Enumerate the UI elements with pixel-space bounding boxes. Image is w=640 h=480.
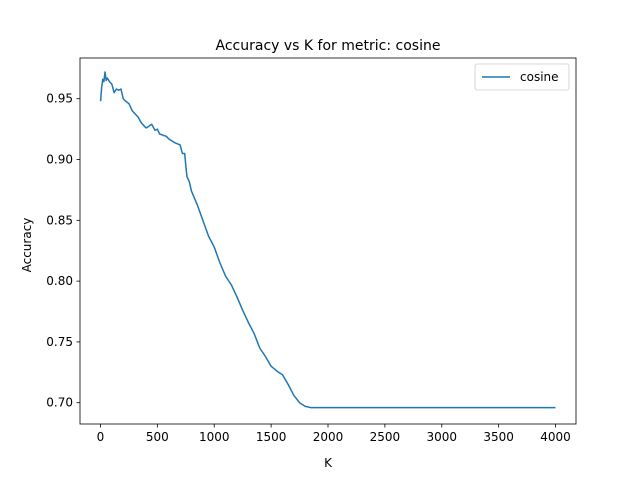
x-tick-label: 500 xyxy=(146,430,169,444)
x-tick-label: 3500 xyxy=(483,430,514,444)
x-tick-label: 2500 xyxy=(370,430,401,444)
x-tick-label: 1500 xyxy=(256,430,287,444)
x-axis-title: K xyxy=(324,456,333,470)
y-tick-label: 0.80 xyxy=(46,274,73,288)
x-tick-label: 3000 xyxy=(426,430,457,444)
y-tick-label: 0.95 xyxy=(46,92,73,106)
plot-area xyxy=(99,71,556,409)
x-tick-label: 4000 xyxy=(540,430,571,444)
legend-label: cosine xyxy=(520,70,559,84)
x-tick-label: 1000 xyxy=(199,430,230,444)
y-axis: 0.70 0.75 0.80 0.85 0.90 0.95 xyxy=(46,92,80,410)
legend-box xyxy=(474,63,570,91)
x-axis: 0 500 1000 1500 2000 2500 3000 3500 4000 xyxy=(97,424,571,444)
chart-title: Accuracy vs K for metric: cosine xyxy=(216,38,441,54)
y-axis-title: Accuracy xyxy=(20,218,34,273)
x-tick-label: 2000 xyxy=(313,430,344,444)
y-tick-label: 0.90 xyxy=(46,153,73,167)
y-tick-label: 0.75 xyxy=(46,335,73,349)
y-tick-label: 0.70 xyxy=(46,396,73,410)
x-tick-label: 0 xyxy=(97,430,105,444)
y-tick-label: 0.85 xyxy=(46,213,73,227)
series-line-cosine xyxy=(99,71,556,409)
plot-frame xyxy=(79,57,577,425)
legend: cosine xyxy=(474,63,570,91)
